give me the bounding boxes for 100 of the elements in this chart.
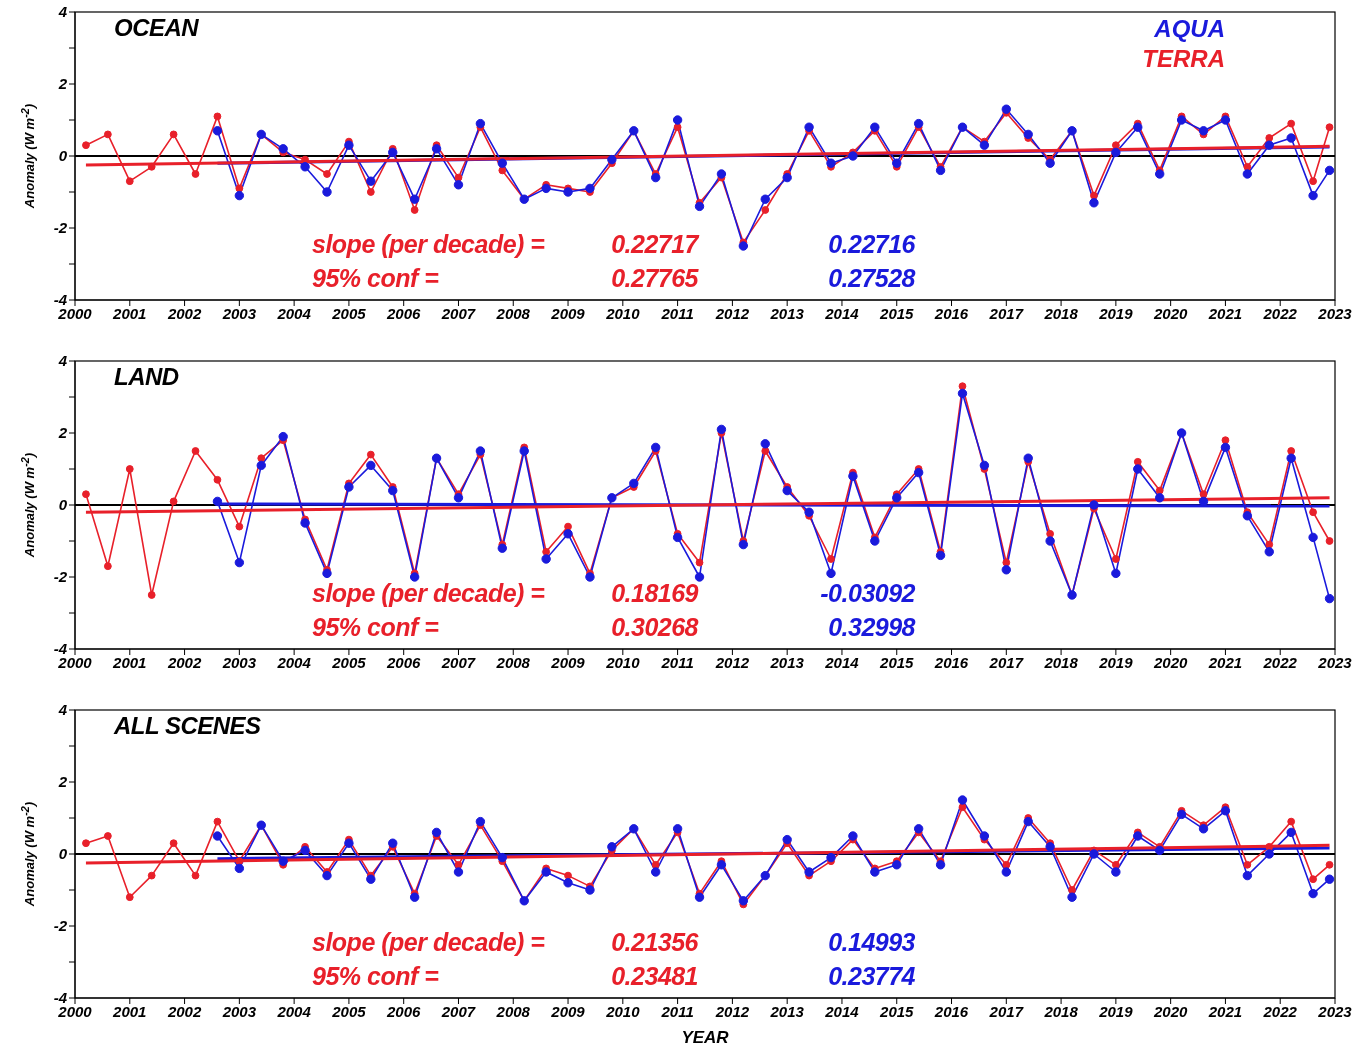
chart-title: OCEAN xyxy=(114,14,199,42)
x-tick-label: 2002 xyxy=(166,1002,202,1020)
x-tick-label: 2018 xyxy=(1043,1002,1079,1020)
x-tick-label: 2004 xyxy=(276,1002,312,1020)
x-tick-label: 2018 xyxy=(1043,653,1079,671)
x-tick-label: 2016 xyxy=(933,653,969,671)
x-tick-label: 2014 xyxy=(824,653,860,671)
x-tick-label: 2015 xyxy=(879,653,915,671)
x-tick-label: 2019 xyxy=(1098,304,1134,322)
annotation: 0.18169 xyxy=(611,579,698,608)
x-tick-label: 2018 xyxy=(1043,304,1079,322)
x-tick-label: 2001 xyxy=(112,653,147,671)
x-tick-label: 2017 xyxy=(988,653,1024,671)
x-tick-label: 2021 xyxy=(1207,304,1243,322)
x-tick-label: 2005 xyxy=(331,304,367,322)
y-tick-label: 2 xyxy=(57,75,68,93)
x-tick-label: 2003 xyxy=(221,304,257,322)
y-tick-label: 0 xyxy=(58,845,68,863)
x-tick-label: 2023 xyxy=(1317,304,1353,322)
x-tick-label: 2001 xyxy=(112,304,147,322)
y-tick-label: 4 xyxy=(57,352,68,370)
annotation: 0.21356 xyxy=(611,928,698,957)
y-tick-label: -2 xyxy=(53,568,68,586)
x-tick-label: 2001 xyxy=(112,1002,147,1020)
y-tick-label: 4 xyxy=(57,3,68,21)
annotation: slope (per decade) = xyxy=(312,230,545,259)
chart-title: ALL SCENES xyxy=(114,712,261,740)
x-tick-label: 2011 xyxy=(660,1002,694,1020)
y-tick-label: 2 xyxy=(57,773,68,791)
x-tick-label: 2002 xyxy=(166,653,202,671)
annotation: 0.30268 xyxy=(611,613,698,642)
y-tick-label: 0 xyxy=(58,147,68,165)
x-tick-label: 2012 xyxy=(714,653,750,671)
x-tick-label: 2023 xyxy=(1317,1002,1353,1020)
annotation: 95% conf = xyxy=(312,264,439,293)
x-tick-label: 2008 xyxy=(495,304,531,322)
x-tick-label: 2007 xyxy=(440,304,476,322)
y-tick-label: -2 xyxy=(53,917,68,935)
x-tick-label: 2022 xyxy=(1262,653,1298,671)
x-tick-label: 2022 xyxy=(1262,304,1298,322)
x-tick-label: 2017 xyxy=(988,1002,1024,1020)
y-tick-label: 4 xyxy=(57,701,68,719)
x-tick-label: 2012 xyxy=(714,1002,750,1020)
y-tick-label: 2 xyxy=(57,424,68,442)
x-tick-label: 2009 xyxy=(550,653,586,671)
x-tick-label: 2006 xyxy=(386,304,422,322)
annotation: 0.23481 xyxy=(611,962,698,991)
x-tick-label: 2012 xyxy=(714,304,750,322)
x-tick-label: 2013 xyxy=(769,304,805,322)
annotation: 0.14993 xyxy=(828,928,915,957)
x-tick-label: 2005 xyxy=(331,653,367,671)
annotation: 0.22716 xyxy=(828,230,915,259)
x-tick-label: 2022 xyxy=(1262,1002,1298,1020)
x-tick-label: 2021 xyxy=(1207,1002,1243,1020)
x-axis-title: YEAR xyxy=(681,1028,729,1048)
x-tick-label: 2020 xyxy=(1152,1002,1188,1020)
annotation: 0.32998 xyxy=(828,613,915,642)
x-tick-label: 2003 xyxy=(221,653,257,671)
x-tick-label: 2015 xyxy=(879,1002,915,1020)
annotation: 0.22717 xyxy=(611,230,698,259)
x-tick-label: 2007 xyxy=(440,1002,476,1020)
chart-title: LAND xyxy=(114,363,179,391)
annotation: 0.23774 xyxy=(828,962,915,991)
x-tick-label: 2015 xyxy=(879,304,915,322)
x-tick-label: 2019 xyxy=(1098,1002,1134,1020)
x-tick-label: 2020 xyxy=(1152,653,1188,671)
x-tick-label: 2014 xyxy=(824,1002,860,1020)
x-tick-label: 2020 xyxy=(1152,304,1188,322)
y-tick-label: -2 xyxy=(53,219,68,237)
x-tick-label: 2014 xyxy=(824,304,860,322)
x-tick-label: 2010 xyxy=(605,1002,641,1020)
x-tick-label: 2016 xyxy=(933,1002,969,1020)
x-tick-label: 2021 xyxy=(1207,653,1243,671)
x-tick-label: 2013 xyxy=(769,653,805,671)
x-tick-label: 2004 xyxy=(276,653,312,671)
x-tick-label: 2016 xyxy=(933,304,969,322)
x-tick-label: 2019 xyxy=(1098,653,1134,671)
x-tick-label: 2008 xyxy=(495,1002,531,1020)
x-tick-label: 2011 xyxy=(660,304,694,322)
x-tick-label: 2013 xyxy=(769,1002,805,1020)
x-tick-label: 2011 xyxy=(660,653,694,671)
x-tick-label: 2009 xyxy=(550,1002,586,1020)
text: AQUA xyxy=(1153,14,1225,44)
annotation: slope (per decade) = xyxy=(312,928,545,957)
x-tick-label: 2023 xyxy=(1317,653,1353,671)
y-tick-label: 0 xyxy=(58,496,68,514)
annotation: 95% conf = xyxy=(312,962,439,991)
annotation: -0.03092 xyxy=(820,579,915,608)
x-tick-label: 2008 xyxy=(495,653,531,671)
x-tick-label: 2010 xyxy=(605,304,641,322)
x-tick-label: 2003 xyxy=(221,1002,257,1020)
x-tick-label: 2009 xyxy=(550,304,586,322)
annotation: 95% conf = xyxy=(312,613,439,642)
x-tick-label: 2002 xyxy=(166,304,202,322)
series-label: TERRA xyxy=(1142,44,1225,74)
x-tick-label: 2006 xyxy=(386,653,422,671)
x-tick-label: 2004 xyxy=(276,304,312,322)
x-tick-label: 2010 xyxy=(605,653,641,671)
x-tick-label: 2017 xyxy=(988,304,1024,322)
x-tick-label: 2005 xyxy=(331,1002,367,1020)
